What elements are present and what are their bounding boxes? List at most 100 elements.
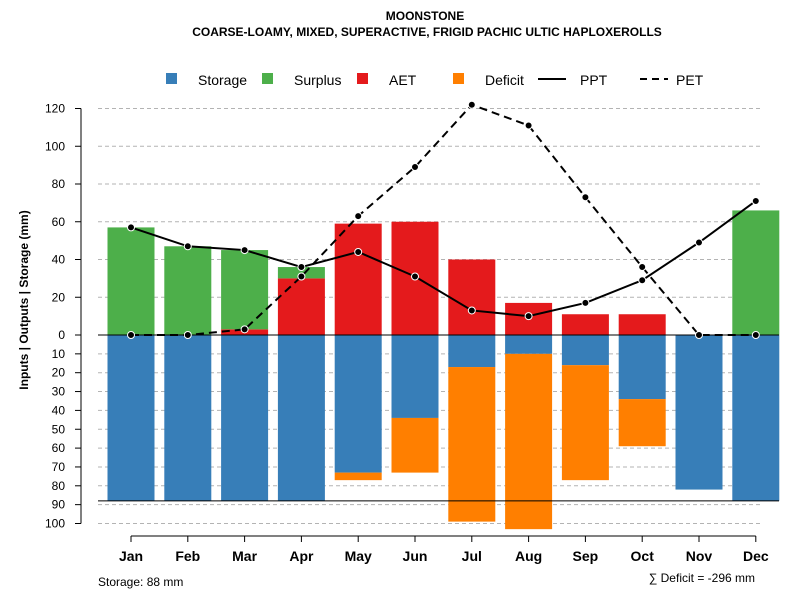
legend-swatch-aet — [357, 73, 368, 84]
bars — [107, 210, 780, 530]
ppt-point-may — [354, 247, 363, 256]
x-tick-label-jan: Jan — [119, 548, 143, 564]
storage-bar-jun — [391, 335, 439, 418]
ppt-point-mar — [240, 246, 249, 255]
aet-bar-jul — [448, 259, 496, 335]
y-tick-label-lower-60: 60 — [52, 441, 66, 455]
series-points — [127, 100, 760, 339]
deficit-bar-aug — [505, 353, 553, 530]
storage-bar-dec — [732, 335, 780, 501]
y-tick-label-upper-80: 80 — [52, 177, 66, 191]
pet-point-may — [354, 212, 363, 221]
storage-bar-aug — [505, 335, 553, 354]
x-tick-label-jun: Jun — [403, 548, 428, 564]
storage-bar-oct — [618, 335, 666, 400]
deficit-bar-jul — [448, 367, 496, 522]
pet-point-oct — [638, 263, 647, 272]
y-tick-label-upper-100: 100 — [45, 139, 65, 153]
storage-bar-jul — [448, 335, 496, 368]
y-tick-label-upper-120: 120 — [45, 102, 65, 116]
y-tick-label-lower-20: 20 — [52, 366, 66, 380]
pet-point-jun — [411, 163, 419, 172]
ppt-point-jul — [467, 306, 476, 315]
x-tick-label-mar: Mar — [232, 548, 257, 564]
storage-bar-sep — [561, 335, 609, 366]
pet-point-nov — [695, 331, 703, 339]
deficit-total-note: ∑ Deficit = -296 mm — [649, 571, 755, 585]
aet-bar-oct — [618, 314, 666, 335]
storage-capacity-note: Storage: 88 mm — [98, 575, 183, 589]
storage-bar-jan — [107, 335, 155, 501]
chart-title: MOONSTONE — [386, 9, 464, 23]
x-tick-label-oct: Oct — [631, 548, 655, 564]
y-tick-label-upper-40: 40 — [52, 253, 66, 267]
chart-subtitle: COARSE-LOAMY, MIXED, SUPERACTIVE, FRIGID… — [192, 25, 662, 39]
x-tick-label-aug: Aug — [515, 548, 542, 564]
y-tick-label-lower-70: 70 — [52, 460, 66, 474]
storage-bar-may — [334, 335, 382, 473]
ppt-line — [130, 200, 757, 318]
ppt-point-jan — [127, 223, 135, 232]
deficit-bar-may — [334, 472, 382, 481]
deficit-bar-jun — [391, 417, 439, 473]
legend-swatch-storage — [166, 73, 177, 84]
ppt-point-jun — [411, 272, 419, 281]
pet-point-jul — [467, 100, 476, 109]
surplus-bar-dec — [732, 210, 780, 335]
pet-point-apr — [297, 272, 306, 281]
deficit-bar-sep — [561, 365, 609, 481]
x-tick-label-may: May — [345, 548, 372, 564]
ppt-point-feb — [183, 242, 192, 251]
legend-label-storage: Storage — [198, 72, 247, 88]
ppt-point-dec — [751, 196, 760, 205]
pet-point-jan — [127, 331, 135, 339]
series-lines — [130, 103, 757, 336]
reference-lines — [98, 334, 779, 502]
ppt-point-sep — [581, 298, 590, 307]
y-tick-label-lower-50: 50 — [52, 422, 66, 436]
pet-point-aug — [524, 121, 533, 130]
ppt-point-oct — [638, 276, 647, 285]
y-tick-label-upper-20: 20 — [52, 290, 66, 304]
aet-bar-may — [334, 223, 382, 335]
y-tick-label-lower-100: 100 — [45, 517, 65, 531]
legend-swatch-surplus — [262, 73, 273, 84]
ppt-point-aug — [524, 312, 533, 321]
pet-point-dec — [751, 331, 760, 339]
legend-swatch-deficit — [453, 73, 464, 84]
x-tick-label-jul: Jul — [462, 548, 482, 564]
aet-bar-sep — [561, 314, 609, 335]
storage-bar-apr — [277, 335, 325, 501]
ppt-point-apr — [297, 263, 306, 272]
x-tick-label-dec: Dec — [743, 548, 769, 564]
storage-bar-nov — [675, 335, 723, 490]
x-tick-label-nov: Nov — [686, 548, 713, 564]
y-tick-label-upper-60: 60 — [52, 215, 66, 229]
y-tick-label-upper-0: 0 — [58, 328, 65, 342]
x-tick-label-apr: Apr — [289, 548, 314, 564]
y-axis-label: Inputs | Outputs | Storage (mm) — [17, 210, 31, 389]
surplus-bar-mar — [221, 250, 269, 330]
pet-point-mar — [240, 325, 249, 334]
y-tick-label-lower-30: 30 — [52, 385, 66, 399]
legend-label-deficit: Deficit — [485, 72, 524, 88]
aet-bar-apr — [277, 278, 325, 335]
ppt-point-nov — [695, 238, 703, 247]
storage-bar-feb — [164, 335, 212, 501]
legend-label-ppt: PPT — [580, 72, 608, 88]
y-tick-label-lower-10: 10 — [52, 347, 66, 361]
y-tick-label-lower-40: 40 — [52, 403, 66, 417]
pet-point-sep — [581, 193, 590, 202]
y-tick-label-lower-90: 90 — [52, 498, 66, 512]
legend-label-surplus: Surplus — [294, 72, 341, 88]
storage-bar-mar — [221, 335, 269, 501]
x-tick-label-sep: Sep — [573, 548, 599, 564]
legend: Storage Surplus AET Deficit PPT PET — [166, 72, 704, 88]
surplus-bar-feb — [164, 246, 212, 335]
pet-point-feb — [183, 331, 192, 339]
deficit-bar-oct — [618, 399, 666, 447]
x-tick-label-feb: Feb — [175, 548, 200, 564]
y-tick-label-lower-80: 80 — [52, 479, 66, 493]
legend-label-aet: AET — [389, 72, 417, 88]
